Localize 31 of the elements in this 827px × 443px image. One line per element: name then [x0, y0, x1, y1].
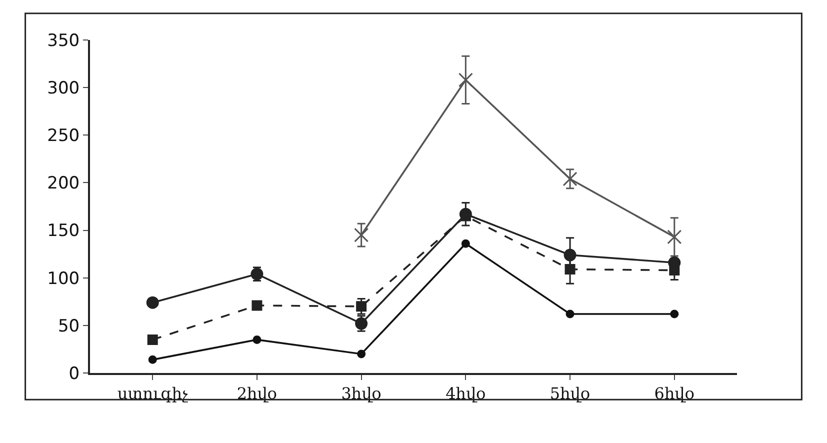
x-tick-label: 2հվօ: [236, 384, 278, 404]
y-tick-label: 250: [47, 126, 80, 146]
point: [148, 355, 157, 364]
point: [669, 265, 680, 276]
point: [356, 301, 367, 312]
point: [562, 172, 578, 186]
y-tick-label: 0: [68, 364, 80, 384]
point: [461, 239, 470, 248]
x-tick-label: 4հվօ: [446, 384, 486, 404]
point: [670, 310, 679, 318]
x-tick-label: 3հվօ: [341, 384, 382, 404]
point: [458, 72, 473, 88]
point: [564, 264, 576, 275]
point: [252, 300, 262, 311]
y-tick-label: 100: [47, 268, 80, 289]
point: [566, 310, 574, 318]
x-tick-label: 5հվօ: [550, 384, 590, 404]
point: [147, 334, 158, 345]
point: [354, 228, 369, 242]
y-tick-label: 200: [47, 174, 80, 194]
y-tick-label: 50: [58, 316, 80, 336]
point: [146, 296, 159, 309]
point: [252, 335, 262, 344]
y-tick-label: 300: [47, 78, 80, 99]
point: [357, 350, 366, 358]
x-tick-label: 6հվօ: [654, 384, 694, 404]
y-tick-label: 150: [47, 221, 80, 242]
point: [460, 210, 471, 222]
x-tick-label: ստուգիչ: [117, 384, 188, 404]
y-tick-label: 350: [47, 30, 80, 51]
point: [667, 230, 682, 244]
